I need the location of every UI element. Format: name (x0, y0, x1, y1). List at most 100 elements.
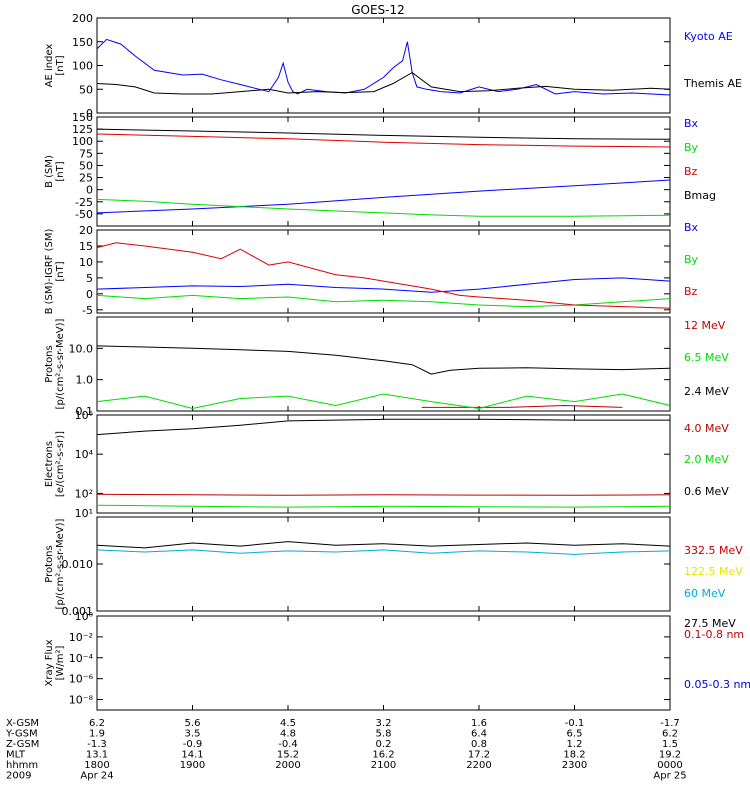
footer-cell: -0.9 (183, 739, 203, 750)
footer-cell: 1800 (84, 760, 109, 771)
footer-row-label: Y-GSM (5, 729, 38, 740)
y-axis-label-line: B (SM)-IGRF (SM) (44, 229, 55, 315)
footer-cell: 2300 (562, 760, 587, 771)
y-tick-label: 10⁶ (75, 409, 94, 422)
footer-cell: 0.2 (376, 739, 392, 750)
footer-row-label: 2009 (6, 771, 31, 782)
panel-1: 0 50 100 150 200 AE index [nT] Kyoto AE Themis A… (44, 12, 742, 120)
legend-entry: Bx (684, 221, 699, 234)
series-line (96, 541, 671, 549)
series-line (96, 277, 671, 293)
legend-entry: Bz (684, 165, 698, 178)
footer-cell: 5.6 (185, 718, 201, 729)
footer-cell: 1.5 (662, 739, 678, 750)
y-tick-label: 10² (75, 487, 93, 500)
footer-cell: Apr 25 (653, 771, 686, 782)
y-tick-label: 5 (86, 272, 93, 285)
y-axis-label: B (SM) [nT] (44, 155, 66, 188)
footer-cell: 6.5 (567, 729, 583, 740)
footer-cell: 4.5 (280, 718, 296, 729)
y-axis-label: Protons [p/(cm²-s-sr-MeV)] (44, 518, 66, 609)
panel-frame (96, 516, 671, 612)
footer-cell: 2200 (466, 760, 491, 771)
series-line (96, 345, 671, 375)
y-axis-label-line: Protons (44, 345, 55, 382)
y-axis-label: AE index [nT] (44, 44, 66, 88)
y-tick-label: 10⁻⁴ (69, 652, 94, 665)
footer-cell: 6.4 (471, 729, 487, 740)
y-axis-label: Xray Flux [W/m²] (44, 639, 66, 686)
y-tick-label: 25 (79, 172, 93, 185)
y-tick-label: 100 (72, 135, 93, 148)
y-tick-label: -50 (75, 208, 93, 221)
y-tick-label: 125 (72, 123, 93, 136)
footer-cell: 17.2 (468, 750, 490, 761)
legend-entry: By (684, 141, 699, 154)
footer-cell: 6.2 (89, 718, 105, 729)
footer-row-label: MLT (6, 750, 26, 761)
y-axis-label-line: [p/(cm²-s-sr-MeV)] (55, 318, 66, 409)
y-tick-label: 0.1 (76, 405, 94, 418)
y-tick-label: 10⁻⁶ (69, 673, 94, 686)
footer-cell: 5.8 (376, 729, 392, 740)
panel-frame (96, 615, 671, 711)
footer-row-label: hhmm (6, 760, 38, 771)
footer-cell: 0.8 (471, 739, 487, 750)
y-axis-label: Protons [p/(cm²-s-sr-MeV)] (44, 318, 66, 409)
footer-cell: 19.2 (659, 750, 681, 761)
y-tick-label: 0.010 (62, 558, 94, 571)
footer-cell: 2100 (371, 760, 396, 771)
footer-cell: -0.1 (565, 718, 585, 729)
legend-entry: Kyoto AE (684, 30, 733, 43)
series-line (96, 242, 671, 309)
footer-cell: 18.2 (563, 750, 585, 761)
footer-cell: 1.2 (567, 739, 583, 750)
y-tick-label: 0 (86, 288, 93, 301)
series-line (96, 38, 671, 96)
legend-entry: Themis AE (683, 77, 742, 90)
y-tick-label: 150 (72, 36, 93, 49)
footer-cell: 4.8 (280, 729, 296, 740)
series-line (96, 72, 671, 95)
y-axis-label-line: [nT] (55, 261, 66, 281)
legend-entry: Bz (684, 285, 698, 298)
y-tick-label: 0.001 (62, 605, 94, 618)
legend-entry: 122.5 MeV (684, 565, 743, 578)
y-tick-label: 10.0 (69, 342, 94, 355)
footer-cell: 1900 (180, 760, 205, 771)
footer-row-label: Z-GSM (6, 739, 39, 750)
legend-entry: Bmag (684, 189, 716, 202)
panel-5: 10¹ 10² 10⁴ 10⁶ Electrons [e/(cm²-s-sr)] 4.0 M… (44, 409, 729, 520)
y-tick-label: -25 (75, 196, 93, 209)
legend-entry: 0.05-0.3 nm (684, 678, 750, 691)
y-tick-label: 200 (72, 12, 93, 25)
footer-cell: 14.1 (181, 750, 203, 761)
y-axis-label-line: [nT] (55, 55, 66, 75)
y-tick-label: 0 (86, 107, 93, 120)
legend-entry: 6.5 MeV (684, 351, 729, 364)
series-line (96, 133, 671, 148)
y-axis-label-line: B (SM) (44, 155, 55, 188)
y-axis-label-line: Protons (44, 545, 55, 582)
y-axis-label-line: AE index (44, 44, 55, 88)
y-axis-label-line: [nT] (55, 161, 66, 181)
legend-entry: 0.6 MeV (684, 485, 729, 498)
y-tick-label: 10 (79, 256, 93, 269)
y-tick-label: 10⁰ (75, 610, 94, 623)
footer-cell: 1.9 (89, 729, 105, 740)
y-tick-label: 1.0 (76, 374, 94, 387)
y-axis-label: Electrons [e/(cm²-s-sr)] (44, 431, 66, 497)
legend-entry: 2.0 MeV (684, 453, 729, 466)
footer-cell: -1.3 (87, 739, 107, 750)
legend-entry: 12 MeV (684, 319, 726, 332)
legend-entry: 332.5 MeV (684, 544, 743, 557)
footer-cell: 1.6 (471, 718, 487, 729)
y-tick-label: 10¹ (75, 507, 93, 520)
y-tick-label: 50 (79, 83, 93, 96)
ephemeris-footer: X-GSM 6.2 5.6 4.5 3.2 1.6 -0.1 -1.7 Y-GSM 1.9 3.5 4… (5, 718, 687, 782)
